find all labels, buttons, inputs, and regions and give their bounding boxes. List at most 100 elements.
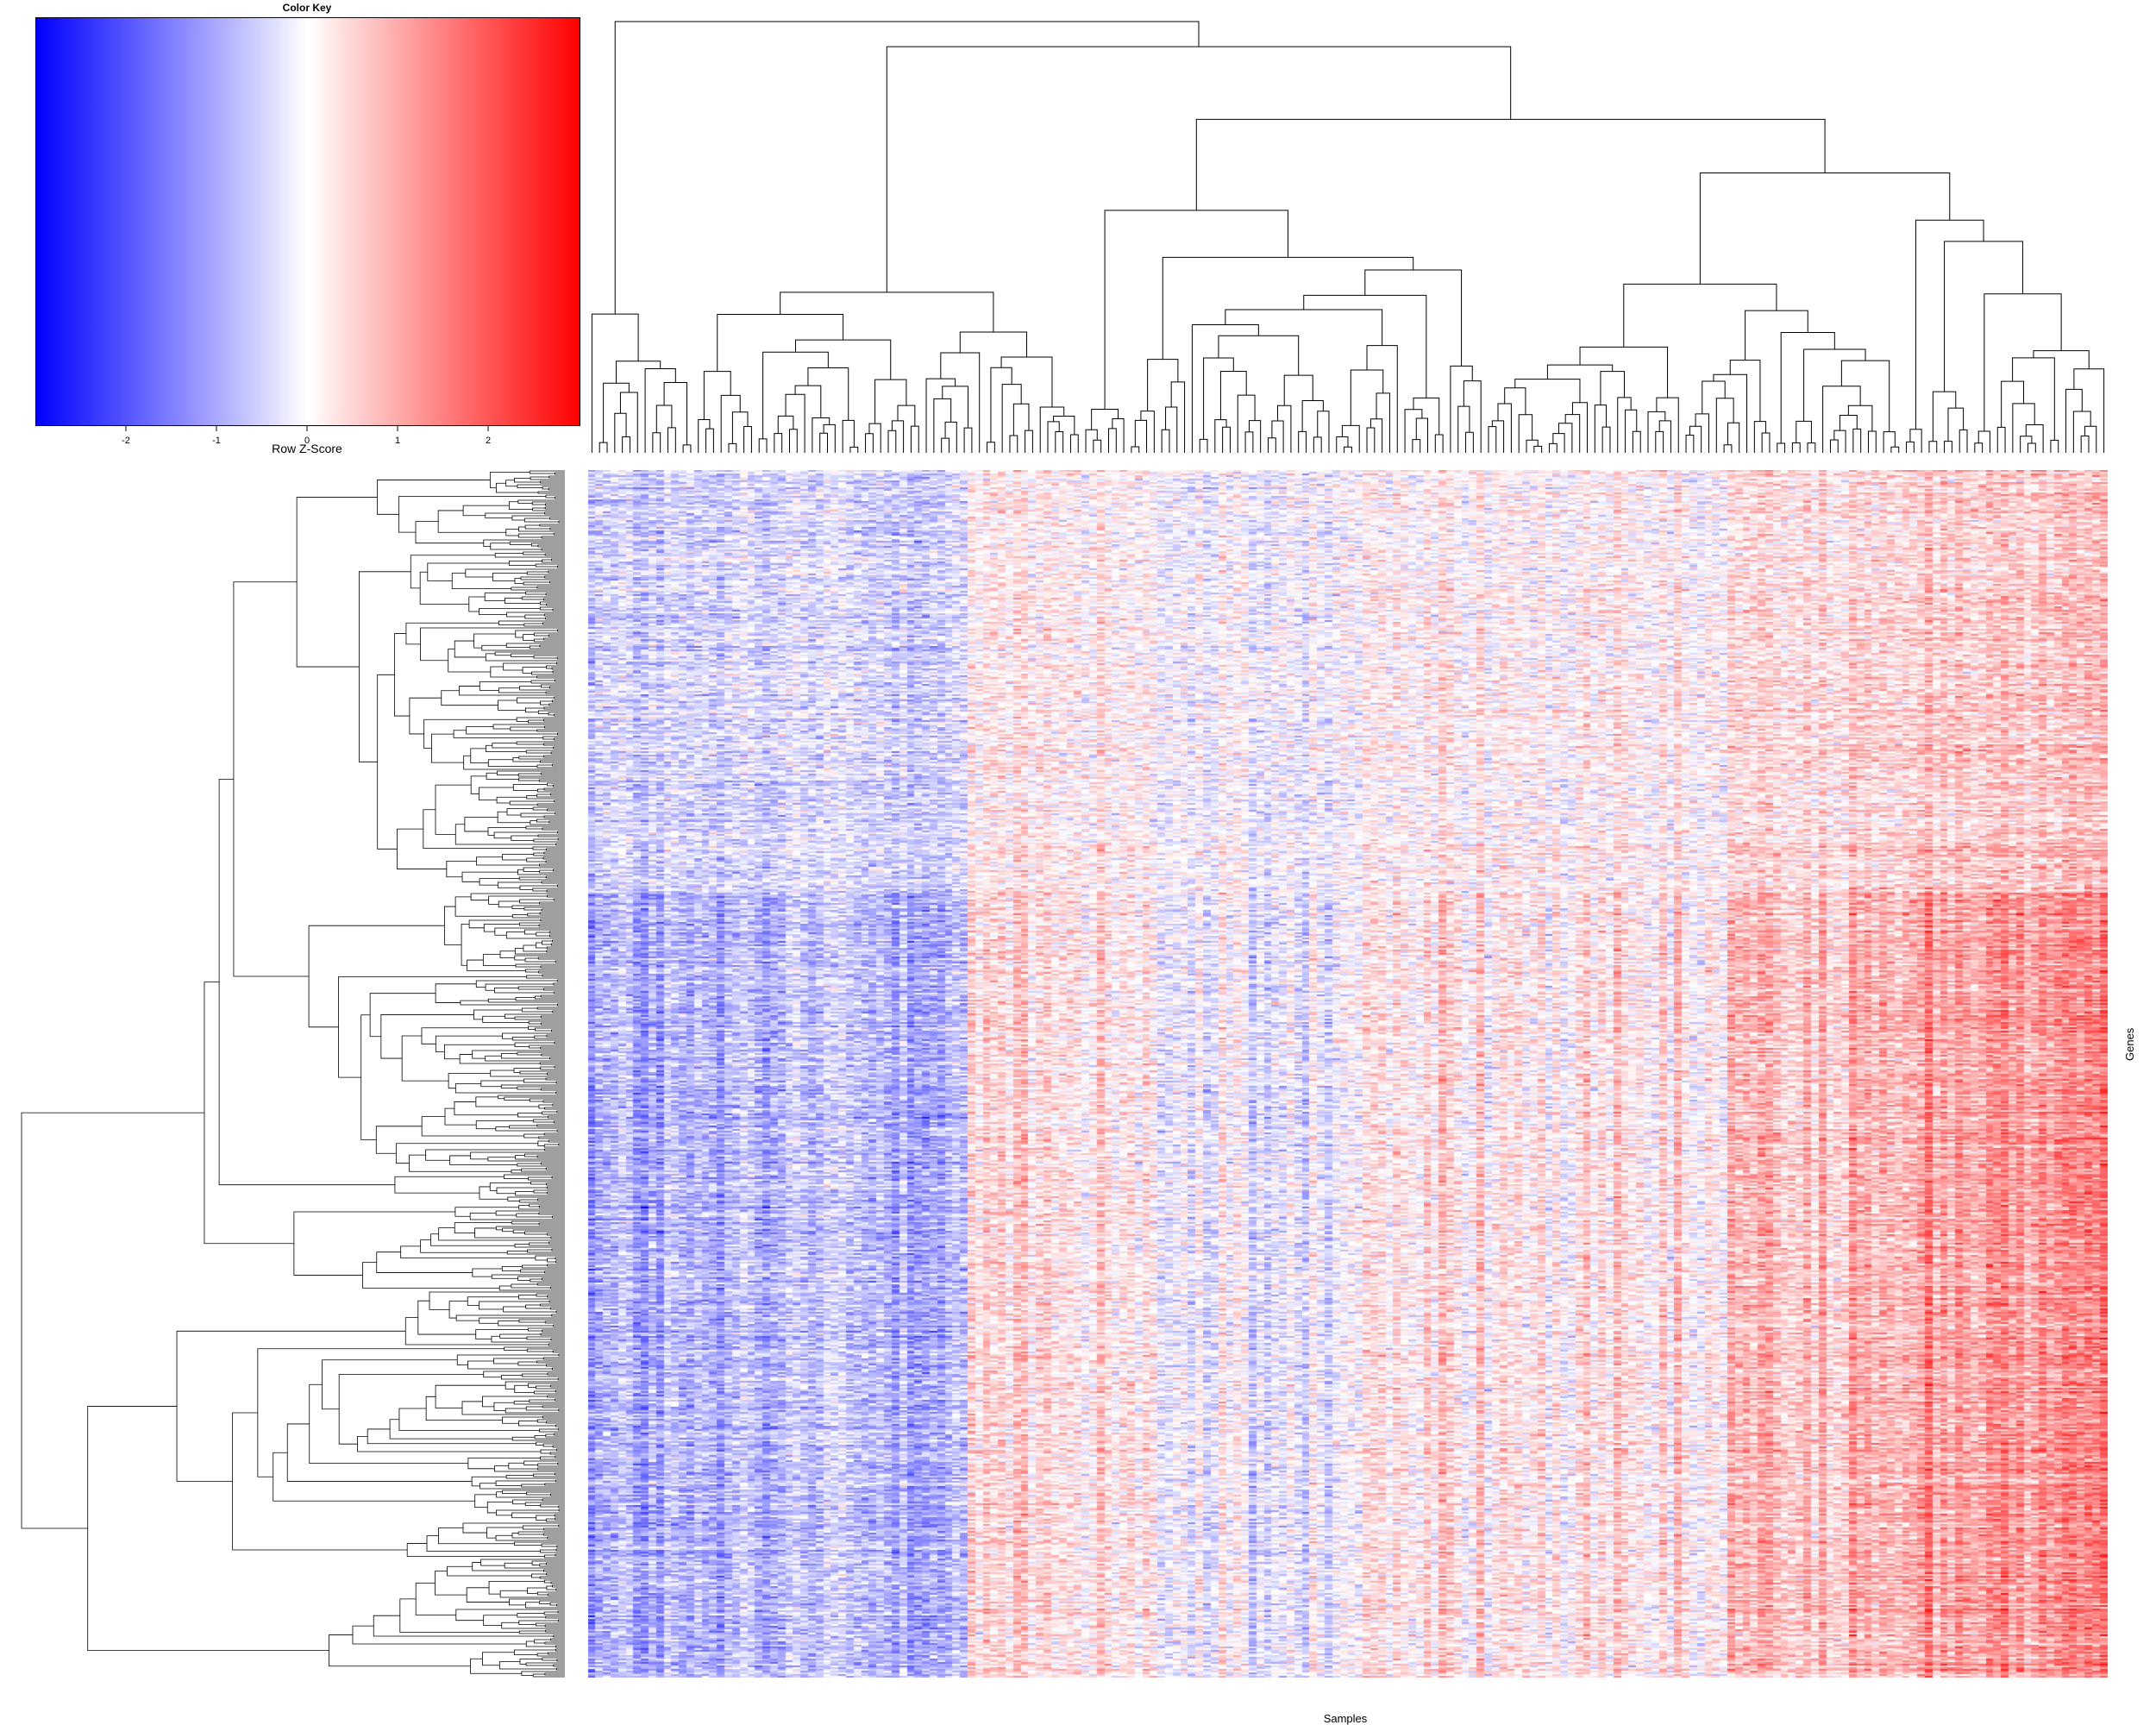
row-dendrogram-branch	[550, 1581, 565, 1584]
column-dendrogram-branch	[1807, 442, 1816, 453]
row-dendrogram-branch	[549, 580, 565, 584]
row-dendrogram-branch	[555, 1472, 565, 1476]
row-dendrogram-branch	[543, 988, 565, 991]
row-dendrogram-branch	[552, 1584, 565, 1588]
row-dendrogram-branch	[467, 959, 526, 971]
column-dendrogram-branch	[2025, 424, 2044, 453]
row-dendrogram-branch	[546, 1072, 565, 1076]
column-dendrogram-branch	[807, 367, 849, 421]
column-dendrogram-branch	[942, 386, 968, 429]
row-dendrogram-branch	[423, 809, 533, 849]
column-dendrogram-branch	[1219, 371, 1247, 420]
column-dendrogram-branch	[644, 368, 676, 453]
row-dendrogram-branch	[546, 848, 565, 851]
row-dendrogram-branch	[498, 1285, 565, 1291]
row-dendrogram-branch	[545, 875, 565, 879]
column-dendrogram-branch	[1557, 423, 1573, 453]
row-dendrogram-branch	[555, 1548, 565, 1552]
column-dendrogram-branch	[1165, 406, 1178, 453]
row-dendrogram-branch	[472, 1562, 544, 1571]
row-dendrogram-branch	[535, 942, 548, 949]
row-dendrogram-branch	[548, 570, 565, 574]
row-dendrogram-branch	[517, 1276, 565, 1281]
color-key-tick-label: 0	[304, 436, 310, 446]
row-dendrogram-branch	[375, 1126, 423, 1154]
row-dendrogram-branch	[519, 885, 558, 890]
row-dendrogram-branch	[548, 1241, 565, 1245]
row-dendrogram-branch	[544, 1270, 565, 1274]
row-dendrogram-branch	[409, 1154, 512, 1172]
row-dendrogram-branch	[539, 644, 565, 648]
row-dendrogram-branch	[531, 671, 565, 675]
row-dendrogram-branch	[485, 983, 554, 991]
row-dendrogram-branch	[505, 480, 517, 487]
column-dendrogram-branch	[1283, 374, 1313, 406]
row-dendrogram-branch	[537, 957, 565, 960]
row-dendrogram-branch	[502, 1416, 543, 1424]
row-dendrogram-branch	[544, 1148, 565, 1151]
row-dendrogram-branch	[502, 854, 534, 861]
row-dendrogram-branch	[425, 1149, 545, 1161]
row-dendrogram-branch	[550, 751, 565, 755]
column-dendrogram-branch	[794, 385, 822, 418]
row-dendrogram-branch	[508, 501, 533, 510]
column-dendrogram-branch	[2012, 403, 2035, 453]
column-dendrogram-branch	[615, 361, 661, 384]
column-dendrogram-branch	[622, 436, 630, 453]
row-dendrogram-branch	[534, 1390, 565, 1395]
row-dendrogram-branch	[545, 860, 565, 863]
row-dendrogram-branch	[552, 1367, 565, 1371]
row-dendrogram-branch	[522, 667, 547, 674]
row-dendrogram-branch	[232, 1412, 408, 1551]
row-dendrogram-branch	[454, 640, 486, 658]
row-dendrogram-branch	[548, 1652, 565, 1655]
row-dendrogram-branch	[550, 1384, 565, 1388]
column-dendrogram-branch	[728, 442, 737, 453]
row-dendrogram-branch	[359, 571, 411, 762]
column-dendrogram-branch	[1552, 433, 1565, 453]
row-dendrogram-branch	[554, 1041, 565, 1044]
row-dendrogram-branch	[514, 1384, 535, 1393]
row-dendrogram	[21, 470, 565, 1678]
row-dendrogram-branch	[487, 1157, 565, 1162]
row-dendrogram-branch	[534, 638, 565, 643]
column-dendrogram-branch	[1162, 256, 1414, 360]
row-dendrogram-branch	[507, 1196, 565, 1201]
row-dendrogram-branch	[546, 1034, 565, 1038]
row-dendrogram-branch	[517, 533, 555, 538]
row-dendrogram-branch	[540, 1022, 565, 1026]
row-dendrogram-branch	[540, 1088, 565, 1091]
row-dendrogram-branch	[546, 1182, 565, 1186]
row-dendrogram-branch	[485, 512, 545, 518]
row-dendrogram-branch	[521, 1264, 565, 1269]
row-dendrogram-branch	[546, 946, 565, 950]
row-dendrogram-branch	[405, 622, 499, 645]
column-dendrogram-branch	[1025, 430, 1033, 453]
row-dendrogram-branch	[493, 1402, 515, 1411]
row-dendrogram-branch	[529, 645, 565, 649]
column-dendrogram-branch	[1244, 431, 1254, 453]
row-dendrogram-branch	[471, 1476, 507, 1487]
column-dendrogram-branch	[1000, 356, 1053, 408]
row-dendrogram-branch	[542, 940, 553, 945]
column-dendrogram-branch	[2027, 442, 2036, 453]
column-dendrogram-branch	[1996, 426, 2006, 453]
row-dendrogram-branch	[550, 793, 565, 796]
column-dendrogram-branch	[655, 405, 673, 433]
row-dendrogram-branch	[511, 1283, 551, 1289]
row-dendrogram-branch	[519, 1199, 565, 1203]
row-dendrogram-branch	[557, 831, 565, 834]
column-dendrogram-branch	[717, 313, 844, 372]
row-dendrogram-branch	[540, 760, 565, 763]
column-dendrogram-branch	[758, 438, 768, 453]
row-dendrogram-branch	[513, 1401, 565, 1405]
row-dendrogram-branch	[533, 1189, 565, 1194]
row-dendrogram-branch	[547, 1395, 565, 1398]
row-dendrogram-branch	[479, 1317, 565, 1324]
column-dendrogram-branch	[1632, 430, 1641, 453]
row-dendrogram-branch	[546, 1186, 565, 1189]
row-dendrogram-branch	[548, 712, 565, 716]
row-dendrogram-branch	[486, 744, 527, 752]
row-dendrogram-branch	[543, 851, 565, 855]
column-dendrogram-branch	[2072, 411, 2091, 453]
